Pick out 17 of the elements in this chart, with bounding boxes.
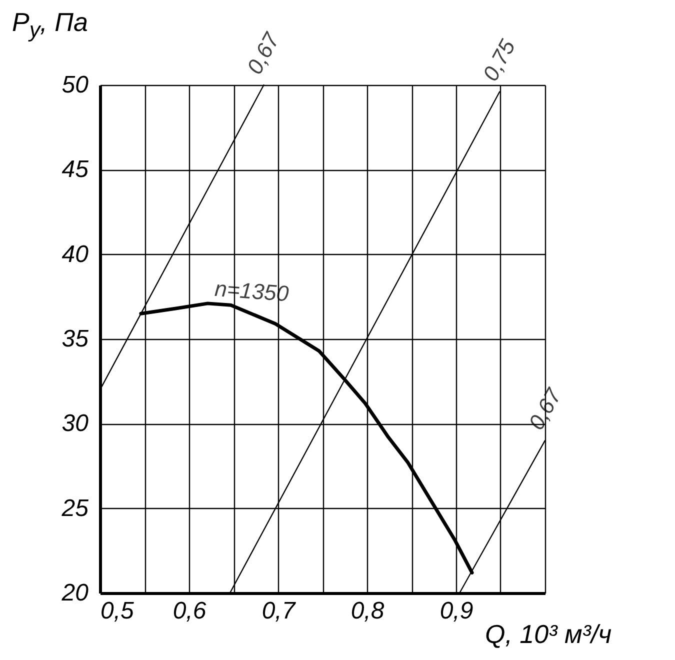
- series-label: n=1350: [214, 276, 290, 306]
- x-axis-title: Q, 10³ м³/ч: [485, 619, 612, 650]
- x-tick-label: 0,7: [262, 598, 297, 624]
- y-tick-label: 20: [60, 580, 90, 606]
- y-tick-label: 45: [62, 156, 90, 184]
- text: 0,67: [242, 28, 285, 78]
- x-tick-label: 0,6: [172, 598, 207, 624]
- text: 0,75: [478, 34, 520, 86]
- x-tick-label: 0,8: [350, 598, 385, 624]
- y-tick-label: 40: [62, 240, 90, 268]
- y-tick-label: 25: [60, 494, 90, 522]
- y-tick-label: 35: [62, 326, 90, 352]
- y-axis-title: P$_{y}$, Па: [12, 7, 88, 44]
- x-tick-label: 0,5: [100, 598, 135, 624]
- y-tick-label: 30: [62, 410, 90, 438]
- x-tick-label: 0,9: [440, 598, 474, 624]
- y-tick-label: 50: [62, 72, 90, 98]
